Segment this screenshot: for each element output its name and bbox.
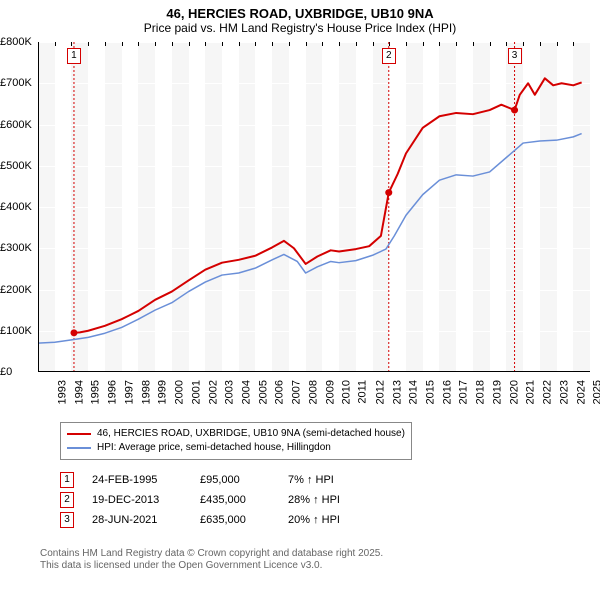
footnote-line1: Contains HM Land Registry data © Crown c… [40,548,383,560]
x-tick-label: 1994 [73,380,85,404]
x-tick-label: 2009 [324,380,336,404]
sale-dot [511,107,518,114]
sale-row-pct: 28% ↑ HPI [288,494,378,506]
sale-row-number: 3 [60,512,74,528]
sale-row-date: 19-DEC-2013 [92,494,182,506]
legend-swatch [67,433,91,435]
x-tick-label: 2002 [207,380,219,404]
footnote: Contains HM Land Registry data © Crown c… [40,548,383,572]
x-tick-label: 1993 [56,380,68,404]
x-tick-label: 1998 [140,380,152,404]
axis-bottom [38,371,590,372]
legend-row: HPI: Average price, semi-detached house,… [67,441,405,455]
x-tick-label: 1995 [90,380,102,404]
x-tick-label: 2010 [341,380,353,404]
sale-row-price: £635,000 [200,514,270,526]
x-tick-label: 2024 [575,380,587,404]
legend-label: HPI: Average price, semi-detached house,… [97,441,331,455]
chart-plot-area: £0£100K£200K£300K£400K£500K£600K£700K£80… [38,42,590,372]
x-tick-label: 2016 [441,380,453,404]
chart-svg [38,42,590,372]
x-tick-label: 2001 [190,380,202,404]
legend-label: 46, HERCIES ROAD, UXBRIDGE, UB10 9NA (se… [97,427,405,441]
chart-title-2: Price paid vs. HM Land Registry's House … [0,21,600,39]
sale-row: 1 24-FEB-1995 £95,000 7% ↑ HPI [60,470,378,490]
sale-row-date: 24-FEB-1995 [92,474,182,486]
sale-dot [385,189,392,196]
legend-swatch [67,447,91,449]
x-tick-label: 2025 [592,380,600,404]
y-tick-label: £100K [0,325,34,337]
sale-row-price: £95,000 [200,474,270,486]
y-tick-label: £200K [0,284,34,296]
x-tick-label: 2021 [525,380,537,404]
x-tick-label: 2008 [307,380,319,404]
series-line [38,134,582,344]
legend-row: 46, HERCIES ROAD, UXBRIDGE, UB10 9NA (se… [67,427,405,441]
chart-title-1: 46, HERCIES ROAD, UXBRIDGE, UB10 9NA [0,0,600,21]
x-tick-label: 2014 [408,380,420,404]
sale-row-pct: 7% ↑ HPI [288,474,378,486]
axis-left [38,42,39,372]
y-tick-label: £0 [0,366,34,378]
y-tick-label: £300K [0,242,34,254]
x-tick-label: 2003 [224,380,236,404]
x-tick-label: 2020 [508,380,520,404]
sale-marker-number: 3 [508,48,522,64]
x-tick-label: 2015 [424,380,436,404]
gridline-h [38,372,590,373]
x-tick-label: 2004 [240,380,252,404]
x-tick-label: 1997 [123,380,135,404]
sale-dot [70,329,77,336]
x-tick-label: 2007 [291,380,303,404]
x-tick-label: 2011 [357,380,369,404]
y-tick-label: £400K [0,201,34,213]
x-tick-label: 2022 [542,380,554,404]
sale-row: 3 28-JUN-2021 £635,000 20% ↑ HPI [60,510,378,530]
chart-legend: 46, HERCIES ROAD, UXBRIDGE, UB10 9NA (se… [60,422,412,460]
sales-table: 1 24-FEB-1995 £95,000 7% ↑ HPI 2 19-DEC-2013 £… [60,470,378,530]
x-tick-label: 2005 [257,380,269,404]
sale-row-price: £435,000 [200,494,270,506]
sale-row-date: 28-JUN-2021 [92,514,182,526]
y-tick-label: £800K [0,36,34,48]
x-tick-label: 2000 [174,380,186,404]
x-tick-label: 2018 [475,380,487,404]
footnote-line2: This data is licensed under the Open Gov… [40,560,383,572]
x-tick-label: 1996 [107,380,119,404]
x-tick-label: 2006 [274,380,286,404]
x-tick-label: 2013 [391,380,403,404]
x-tick-label: 1999 [157,380,169,404]
y-tick-label: £600K [0,119,34,131]
sale-marker-number: 1 [67,48,81,64]
x-tick-label: 2012 [374,380,386,404]
sale-row-number: 2 [60,492,74,508]
x-tick-label: 2023 [558,380,570,404]
sale-row: 2 19-DEC-2013 £435,000 28% ↑ HPI [60,490,378,510]
sale-row-number: 1 [60,472,74,488]
y-tick-label: £500K [0,160,34,172]
sale-row-pct: 20% ↑ HPI [288,514,378,526]
series-line [74,78,582,333]
y-tick-label: £700K [0,77,34,89]
x-tick-label: 2017 [458,380,470,404]
sale-marker-number: 2 [382,48,396,64]
x-tick-label: 2019 [491,380,503,404]
